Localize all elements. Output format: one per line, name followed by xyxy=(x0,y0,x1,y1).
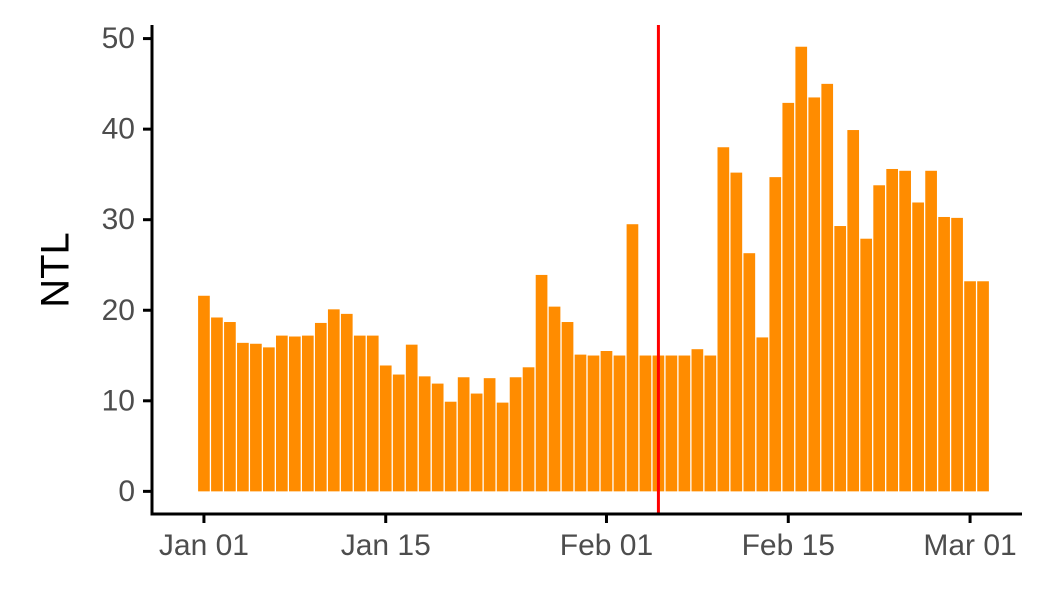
bars-group xyxy=(198,46,989,492)
bar xyxy=(717,147,730,492)
bar xyxy=(353,335,366,492)
bar xyxy=(301,335,314,492)
x-tick-label: Feb 01 xyxy=(560,529,653,562)
bar xyxy=(782,102,795,492)
bar xyxy=(925,170,937,492)
bar xyxy=(743,253,756,492)
bar xyxy=(483,378,496,492)
bar xyxy=(276,335,288,492)
bar xyxy=(977,281,989,492)
bar xyxy=(821,83,834,492)
bar xyxy=(730,172,743,492)
bar xyxy=(379,365,392,492)
bar xyxy=(860,238,873,492)
bar xyxy=(198,295,210,492)
bar xyxy=(340,313,353,492)
y-tick-label: 20 xyxy=(102,294,135,327)
bar xyxy=(535,274,548,492)
bar xyxy=(496,402,509,492)
bar xyxy=(314,322,327,492)
bar xyxy=(224,322,236,492)
bar xyxy=(250,343,262,492)
x-tick-label: Jan 01 xyxy=(159,529,249,562)
bar xyxy=(457,377,470,492)
bar xyxy=(808,97,821,492)
bar xyxy=(444,401,457,492)
bar xyxy=(509,377,522,492)
x-tick-label: Jan 15 xyxy=(341,529,431,562)
bar xyxy=(873,185,886,492)
bar xyxy=(288,336,301,492)
bar xyxy=(548,306,561,492)
x-tick-label: Mar 01 xyxy=(923,529,1016,562)
bar xyxy=(834,226,847,492)
bar xyxy=(756,337,769,492)
bar xyxy=(327,309,340,492)
bar xyxy=(938,216,950,492)
y-ticks-group: 0 10 20 30 40 50 xyxy=(102,22,152,508)
bar xyxy=(211,317,223,492)
axes-group xyxy=(150,25,1022,516)
bar xyxy=(951,217,963,492)
bar xyxy=(366,335,379,492)
bar xyxy=(847,130,860,492)
bar xyxy=(626,224,639,492)
bar xyxy=(405,344,418,492)
bar xyxy=(418,376,431,492)
bar xyxy=(769,177,782,492)
bar xyxy=(678,355,691,492)
bar xyxy=(587,355,600,492)
bar xyxy=(899,170,911,492)
y-axis-title: NTL xyxy=(34,232,78,308)
y-tick-label: 50 xyxy=(102,22,135,55)
bar xyxy=(613,355,626,492)
bar xyxy=(691,349,704,492)
bar xyxy=(795,46,808,492)
bar xyxy=(964,281,976,492)
y-tick-label: 0 xyxy=(118,475,135,508)
y-tick-label: 40 xyxy=(102,113,135,146)
bar xyxy=(600,351,613,492)
y-tick-label: 30 xyxy=(102,203,135,236)
bar xyxy=(522,367,535,492)
bar xyxy=(704,355,717,492)
bar xyxy=(574,354,587,492)
bar xyxy=(886,168,898,492)
bar xyxy=(431,383,444,492)
bar xyxy=(470,393,483,492)
x-tick-label: Feb 15 xyxy=(742,529,835,562)
bar xyxy=(237,342,249,492)
bar xyxy=(665,355,678,492)
bar xyxy=(561,322,574,492)
bar xyxy=(263,347,275,492)
x-ticks-group: Jan 01 Jan 15 Feb 01 Feb 15 Mar 01 xyxy=(159,514,1017,562)
y-tick-label: 10 xyxy=(102,384,135,417)
bar xyxy=(912,202,924,492)
bar xyxy=(392,374,405,492)
bar xyxy=(639,355,652,492)
